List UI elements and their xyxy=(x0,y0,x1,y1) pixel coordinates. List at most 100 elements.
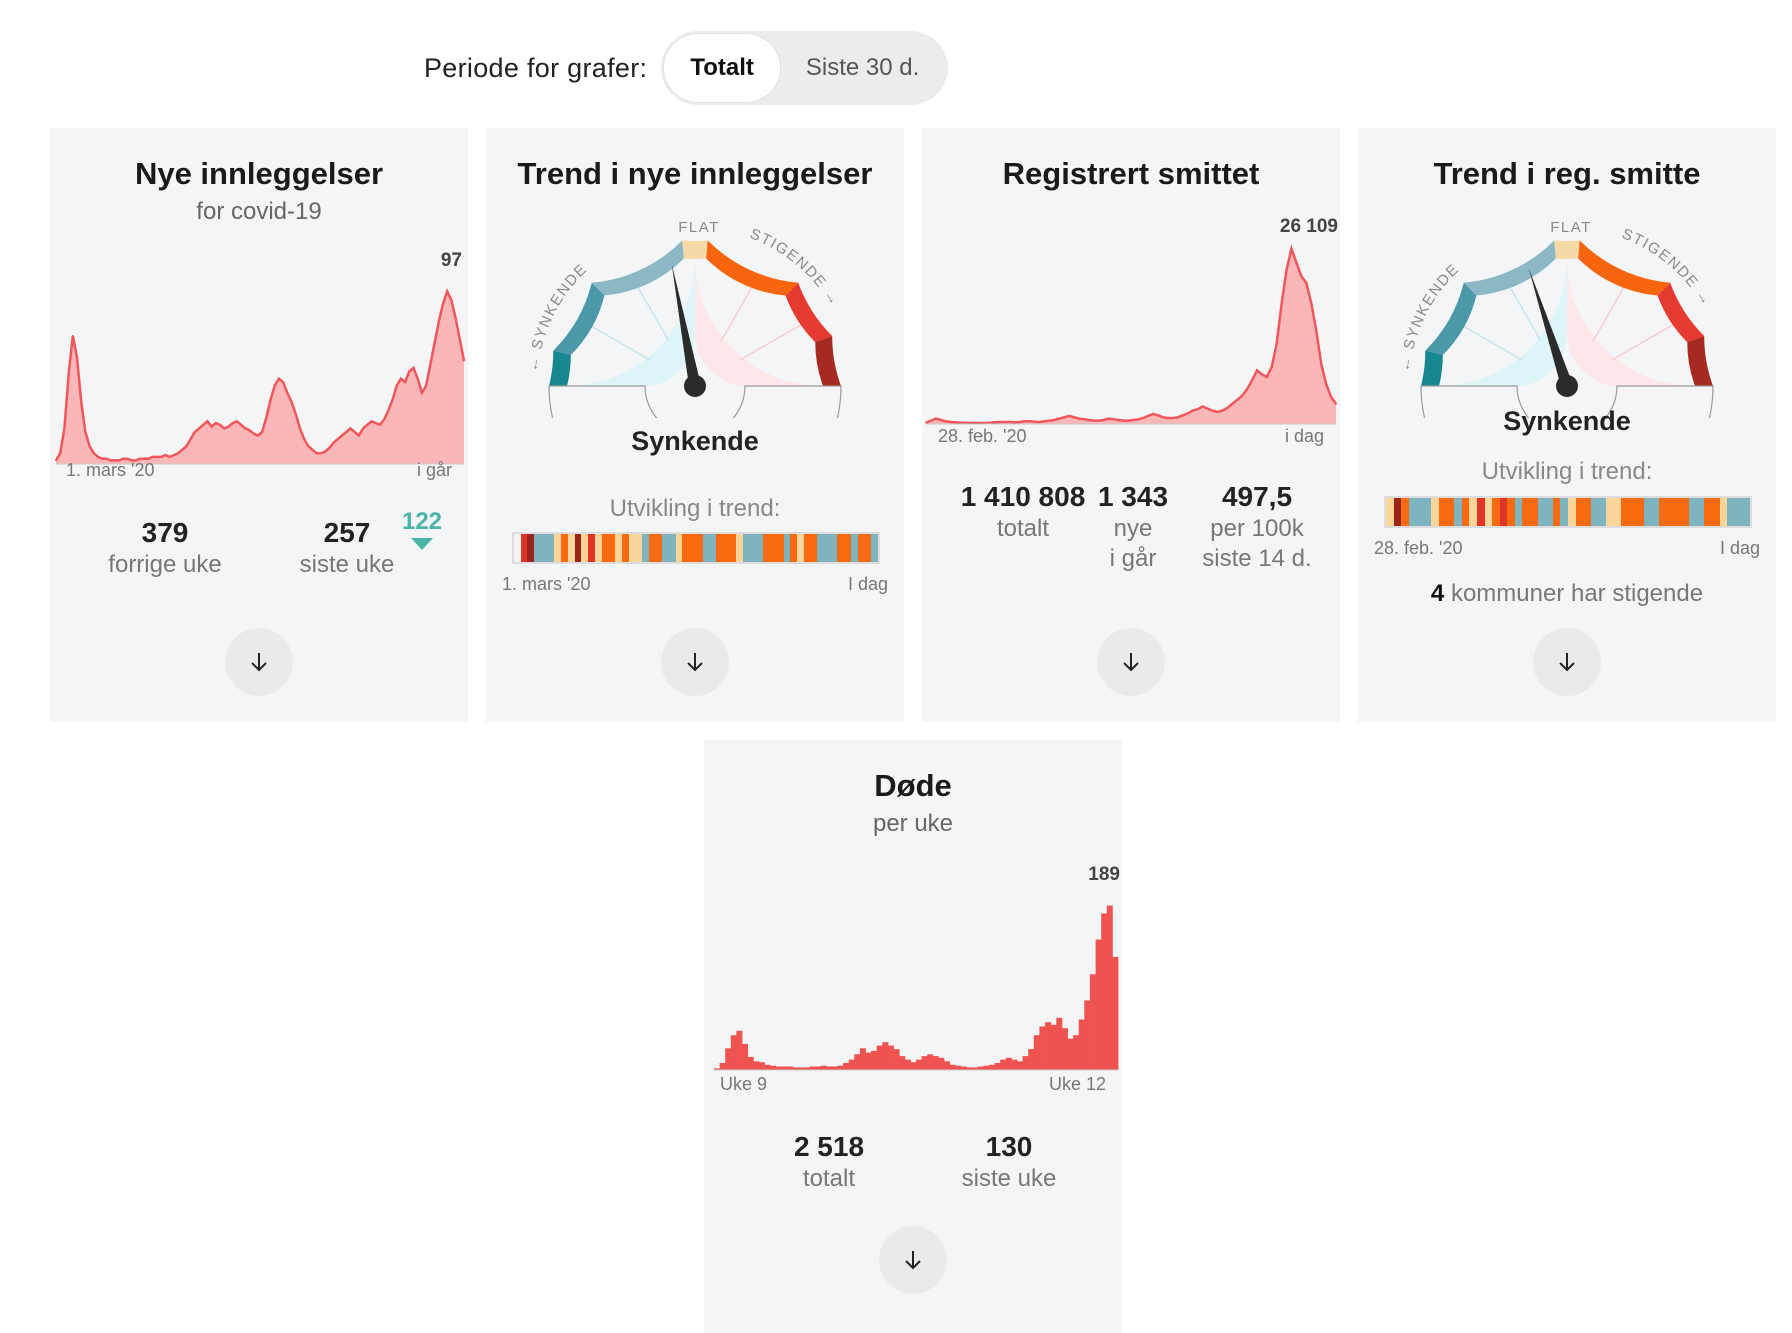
data-point xyxy=(1132,419,1135,421)
trend-segment xyxy=(1605,498,1622,526)
bar xyxy=(792,1067,799,1070)
gauge-band xyxy=(815,336,841,386)
trend-segment xyxy=(1461,498,1470,526)
bar xyxy=(960,1066,967,1070)
trend-segment xyxy=(1514,498,1523,526)
data-point xyxy=(979,422,982,424)
data-point xyxy=(295,413,297,415)
trend-segment xyxy=(567,534,575,562)
expand-button[interactable] xyxy=(661,628,729,696)
data-point xyxy=(1058,417,1061,420)
deaths-bar-chart xyxy=(714,905,1119,1071)
data-point xyxy=(72,335,74,337)
stat-label: per 100k siste 14 d. xyxy=(1202,515,1312,572)
data-point xyxy=(969,422,972,424)
data-point xyxy=(1231,403,1234,405)
card-title: Nye innleggelser xyxy=(134,156,384,191)
bar xyxy=(977,1066,984,1070)
card-infected[interactable]: Registrert smittet 26 109 28. feb. '20 i… xyxy=(922,128,1340,722)
gauge-band xyxy=(553,282,605,356)
card-admissions[interactable]: Nye innleggelser for covid-19 97 1. mars… xyxy=(50,128,468,722)
stat-last-week: 257 siste uke xyxy=(272,516,422,580)
bar xyxy=(1061,1028,1068,1070)
expand-button[interactable] xyxy=(1097,628,1165,696)
data-point xyxy=(286,392,289,394)
trend-history-strip xyxy=(1384,496,1752,528)
stat-value: 257 xyxy=(323,517,371,548)
period-option-total[interactable]: Totalt xyxy=(664,34,780,102)
data-point xyxy=(1216,411,1219,413)
trend-segment xyxy=(642,534,649,562)
trend-segment xyxy=(621,534,629,562)
gauge-band xyxy=(1578,240,1671,296)
data-point xyxy=(353,431,356,433)
data-point xyxy=(341,434,343,437)
data-point xyxy=(185,445,188,447)
data-point xyxy=(1127,419,1130,422)
period-option-30-days[interactable]: Siste 30 d. xyxy=(780,34,945,102)
trend-segment xyxy=(1719,498,1728,526)
gauge-band xyxy=(1421,350,1443,386)
trend-segment xyxy=(594,534,602,562)
data-point xyxy=(198,427,200,430)
data-point xyxy=(387,409,390,412)
data-point xyxy=(320,452,322,455)
strip-x-end: I dag xyxy=(1719,538,1760,558)
data-point xyxy=(1112,418,1115,421)
data-point xyxy=(1275,342,1278,345)
data-point xyxy=(1300,275,1303,278)
data-point xyxy=(1038,421,1041,423)
data-point xyxy=(1078,417,1080,420)
data-point xyxy=(328,447,331,449)
gauge-label-flat: FLAT xyxy=(678,219,720,236)
data-point xyxy=(1167,417,1169,419)
stat-value: 2 518 xyxy=(793,1131,865,1162)
card-title: Døde xyxy=(874,768,952,803)
data-point xyxy=(1177,416,1179,419)
gauge-needle-hub xyxy=(1556,375,1578,397)
bar xyxy=(927,1054,934,1070)
card-title: Trend i reg. smitte xyxy=(1433,156,1701,191)
data-point xyxy=(231,422,234,424)
card-deaths[interactable]: Døde per uke 189 Uke 9 Uke 12 2 518 tota… xyxy=(704,740,1122,1333)
data-point xyxy=(173,454,175,456)
expand-button[interactable] xyxy=(225,628,293,696)
bar xyxy=(1045,1022,1052,1071)
data-point xyxy=(1063,416,1066,419)
data-point xyxy=(459,338,461,341)
data-point xyxy=(84,431,87,433)
trend-segment xyxy=(797,534,804,562)
bar xyxy=(1084,1000,1091,1070)
card-title: Registrert smittet xyxy=(1002,156,1260,191)
data-point xyxy=(989,421,991,424)
data-point xyxy=(1241,395,1243,397)
bar xyxy=(1089,974,1096,1070)
data-point xyxy=(118,459,120,462)
expand-button[interactable] xyxy=(1533,628,1601,696)
bar xyxy=(747,1056,754,1070)
card-admissions-trend[interactable]: Trend i nye innleggelser ← SYNKENDE STIGE… xyxy=(486,128,904,722)
bar xyxy=(854,1054,861,1070)
data-point xyxy=(1073,416,1075,419)
data-point xyxy=(160,456,162,458)
arrow-down-icon xyxy=(687,653,703,672)
bar xyxy=(893,1049,900,1070)
card-infected-trend[interactable]: Trend i reg. smitte ← SYNKENDE STIGENDE →… xyxy=(1358,128,1776,722)
trend-segment xyxy=(628,534,642,562)
stat-value: 130 xyxy=(985,1131,1033,1162)
data-point xyxy=(290,400,293,403)
data-point xyxy=(358,434,360,437)
arrow-down-icon xyxy=(1559,653,1575,672)
trend-segment xyxy=(716,534,737,562)
data-point xyxy=(151,456,154,458)
trend-label: Synkende xyxy=(1503,406,1631,436)
stat-previous-week: 379 forrige uke xyxy=(90,516,240,580)
expand-button[interactable] xyxy=(879,1226,947,1294)
trend-segment xyxy=(1469,498,1477,526)
rising-municipalities-count: 4 xyxy=(1430,580,1445,607)
bar xyxy=(1078,1019,1085,1070)
stat-label: totalt xyxy=(996,515,1050,542)
data-point xyxy=(945,420,947,423)
area-fill xyxy=(56,291,464,464)
chart-peak-label: 26 109 xyxy=(1279,216,1338,237)
